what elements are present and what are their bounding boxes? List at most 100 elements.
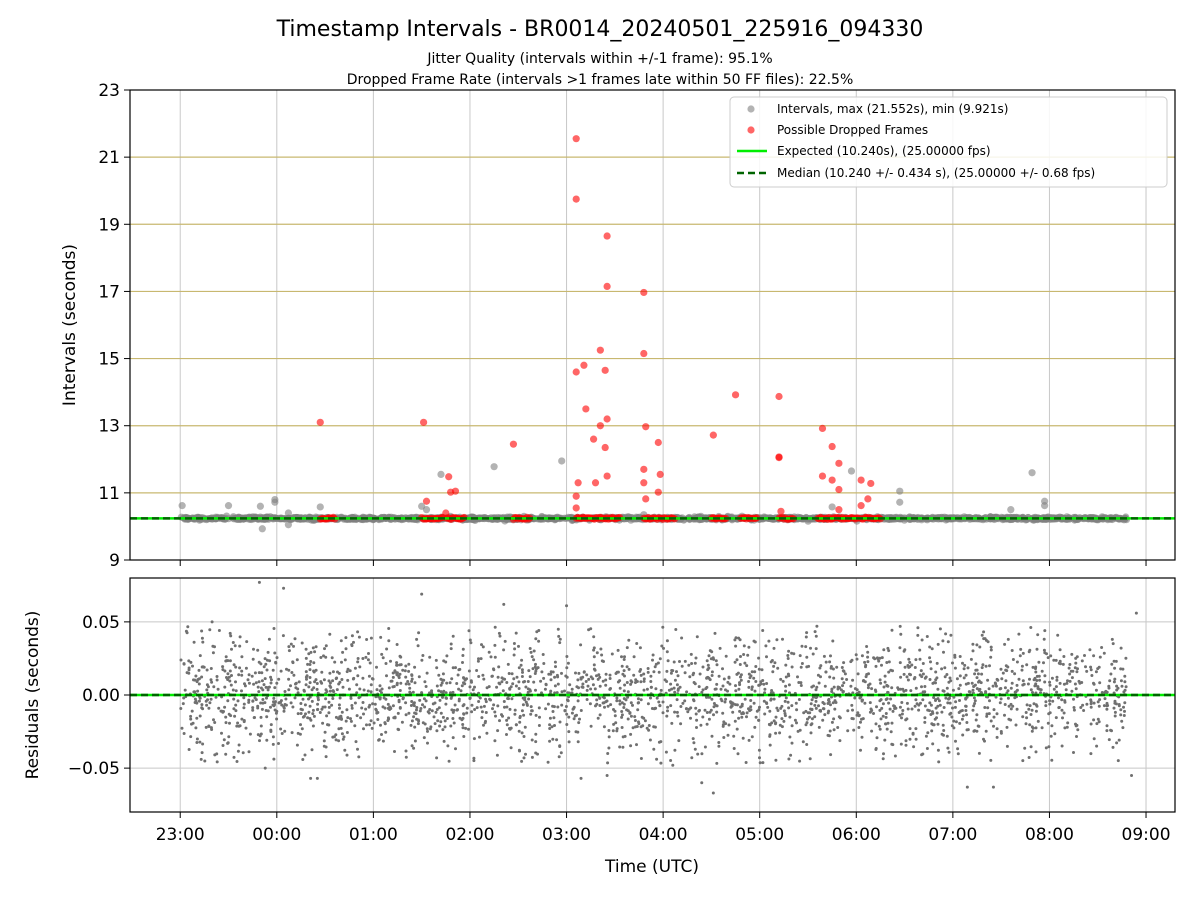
residual-point [451,710,455,714]
residual-point [272,700,275,704]
residual-point [624,698,628,702]
residual-point [391,675,395,679]
residual-point [608,687,612,691]
residual-point [949,633,953,637]
residual-point [675,710,679,714]
chart-subtitle-jitter: Jitter Quality (intervals within +/-1 fr… [426,51,772,67]
residual-point [497,631,501,635]
residual-point [914,686,918,690]
residual-point [315,776,319,780]
residual-point [905,701,909,705]
residual-point [323,705,327,709]
residual-point [900,712,904,716]
residual-point [251,699,255,703]
residual-point [921,662,925,665]
residual-point [1048,683,1052,687]
residual-point [529,650,533,654]
residual-point [742,653,746,656]
residual-point [277,701,281,705]
residual-point [647,724,651,727]
residual-point [623,683,627,687]
residual-point [423,705,427,709]
residual-point [1089,668,1093,672]
residual-point [1121,667,1125,671]
residual-point [853,696,857,700]
residual-point [924,675,928,679]
residual-point [1042,648,1046,652]
residual-point [565,666,569,670]
residual-point [509,726,513,730]
residual-point [272,696,276,700]
residual-point [813,703,817,707]
residual-point [473,685,476,689]
residual-point [465,706,469,710]
dropped-frame-point [601,443,609,452]
residual-point [338,715,342,719]
top-plot-frame [129,89,1176,561]
residual-point [387,686,391,690]
residual-point [1116,759,1120,763]
residual-point [653,665,657,669]
residual-point [850,703,854,707]
residual-point [949,711,953,715]
residual-point [768,734,772,738]
residual-point [1124,656,1128,660]
residual-point [523,698,527,702]
residual-point [724,697,728,701]
residual-point [1025,703,1029,707]
residual-point [269,681,273,685]
residual-point [846,729,850,733]
residual-point [860,735,864,739]
residual-point [708,695,712,699]
residual-point [1029,688,1033,692]
residual-point [739,675,742,679]
residual-point [584,680,588,683]
residual-point [234,680,237,684]
residual-point [940,710,944,714]
residual-point [197,682,201,686]
residual-point [986,706,990,710]
residual-point [921,690,925,694]
residual-point [836,726,840,729]
residual-point [992,715,996,719]
legend: Intervals, max (21.552s), min (9.921s) P… [729,96,1168,188]
residual-point [832,717,836,721]
residual-point [475,669,479,672]
residual-point [210,728,214,731]
residual-point [252,716,256,720]
residual-point [946,640,950,644]
residual-point [924,734,928,738]
residual-point [736,752,740,756]
residual-point [412,746,416,750]
residual-point [1113,699,1117,703]
residual-point [615,699,619,703]
residual-point [1060,698,1064,702]
residual-point [885,683,889,687]
residual-point [893,754,897,758]
residual-point [860,698,864,702]
residual-point [293,696,297,700]
residual-point [436,719,440,723]
residual-point [882,685,886,689]
x-tick-label: 07:00 [928,825,977,845]
residual-point [240,689,243,693]
residual-point [649,685,653,689]
residual-point [1048,711,1052,715]
residual-point [616,648,620,652]
residual-point [676,714,680,718]
residual-point [675,670,678,674]
residual-point [677,739,681,743]
residual-point [961,661,964,665]
residual-point [428,655,432,659]
residual-point [985,712,989,716]
residual-point [817,725,821,729]
residual-point [489,655,493,659]
residual-point [714,659,718,663]
top-y-tick-label: 17 [98,282,120,302]
residual-point [200,703,204,707]
residual-point [912,745,916,749]
residual-point [831,639,835,643]
residual-point [413,725,417,729]
residual-point [884,712,888,715]
residual-point [441,678,445,682]
